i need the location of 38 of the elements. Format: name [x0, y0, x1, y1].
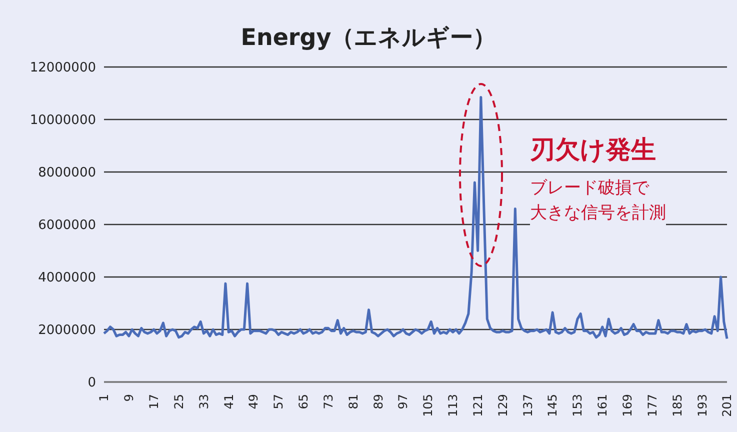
- annotation: 大きな信号を計測: [530, 201, 666, 226]
- y-tick-label: 2000000: [38, 323, 96, 338]
- x-tick-label: 201: [720, 394, 734, 417]
- y-tick-label: 4000000: [38, 270, 96, 286]
- x-tick-label: 25: [172, 394, 186, 410]
- chart-title: Energy（エネルギー）: [240, 24, 498, 53]
- x-tick-label: 65: [296, 394, 311, 410]
- x-tick-label: 113: [446, 394, 460, 417]
- x-tick-label: 17: [147, 394, 162, 410]
- x-tick-label: 129: [496, 394, 510, 417]
- x-tick-label: 1: [97, 394, 112, 402]
- x-tick-label: 81: [346, 394, 360, 410]
- x-tick-label: 97: [396, 394, 410, 410]
- y-tick-label: 6000000: [38, 218, 96, 234]
- x-tick-label: 41: [222, 394, 236, 410]
- x-tick-label: 57: [272, 394, 286, 410]
- line-series: [102, 96, 728, 340]
- x-tick-label: 145: [546, 394, 560, 417]
- x-tick-label: 177: [645, 394, 660, 417]
- x-tick-label: 73: [321, 394, 336, 410]
- x-tick-label: 33: [196, 394, 211, 410]
- x-tick-label: 137: [520, 394, 535, 417]
- annotation: 刃欠け発生: [530, 134, 656, 166]
- x-tick-label: 89: [371, 394, 386, 410]
- x-tick-label: 9: [122, 394, 136, 402]
- x-tick-label: 49: [246, 394, 261, 410]
- y-tick-label: 12000000: [30, 60, 96, 76]
- x-tick-label: 169: [620, 394, 635, 417]
- x-tick-label: 161: [596, 394, 610, 417]
- x-tick-label: 121: [471, 394, 485, 417]
- x-tick-label: 105: [421, 394, 436, 417]
- x-tick-label: 193: [695, 394, 710, 417]
- y-tick-label: 0: [88, 376, 96, 391]
- annotation: ブレード破損で: [530, 176, 649, 201]
- y-tick-label: 8000000: [38, 166, 96, 181]
- y-tick-label: 10000000: [30, 113, 96, 128]
- x-tick-label: 185: [670, 394, 684, 417]
- x-tick-label: 153: [570, 394, 585, 417]
